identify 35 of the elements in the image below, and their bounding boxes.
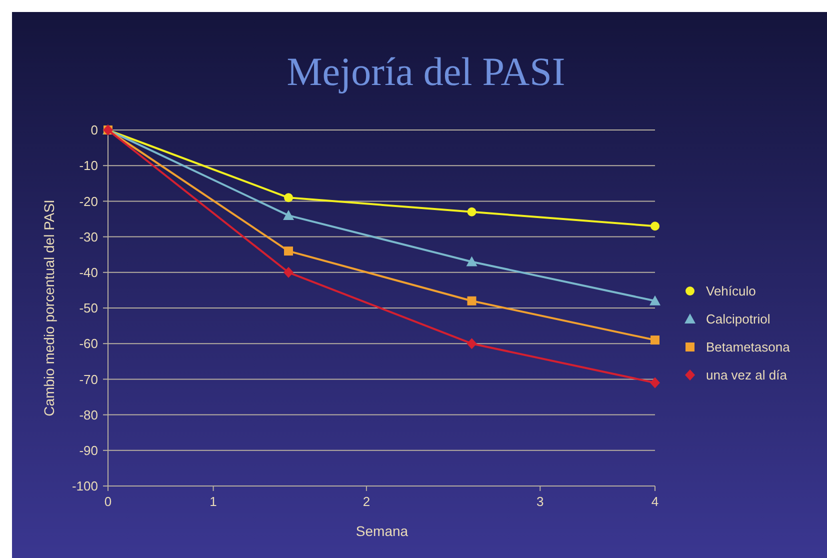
- point: [284, 193, 294, 202]
- point: [467, 296, 476, 306]
- y-axis-title: Cambio medio porcentual del PASI: [41, 200, 57, 416]
- point: [650, 222, 660, 231]
- y-tick-label: -70: [79, 372, 98, 387]
- x-tick-label: 3: [536, 494, 544, 509]
- x-tick-label: 0: [104, 494, 112, 509]
- point: [284, 246, 294, 256]
- y-tick-label: -100: [72, 478, 98, 494]
- y-tick-label: -90: [79, 442, 98, 458]
- y-tick-label: -40: [79, 264, 98, 280]
- y-tick-label: 0: [90, 122, 98, 138]
- x-axis-title: Semana: [356, 523, 408, 539]
- point: [650, 336, 660, 345]
- point: [650, 295, 660, 306]
- chart-title: Mejoría del PASI: [286, 49, 566, 94]
- y-tick-label: -10: [79, 158, 98, 174]
- y-tick-label: -80: [79, 407, 98, 422]
- point: [466, 338, 477, 350]
- y-tick-label: -50: [79, 300, 98, 316]
- legend-label: Calcipotriol: [706, 312, 770, 327]
- y-tick-label: -30: [79, 229, 98, 244]
- point: [466, 256, 478, 266]
- x-tick-label: 2: [362, 494, 370, 509]
- legend-label: Vehículo: [706, 284, 756, 299]
- x-tick-label: 1: [210, 494, 217, 509]
- point: [650, 377, 660, 388]
- legend-label: Betametasona: [706, 340, 791, 355]
- point: [284, 266, 294, 278]
- legend-label: una vez al día: [706, 368, 788, 383]
- point: [283, 210, 294, 220]
- y-tick-label: -20: [79, 194, 98, 209]
- y-tick-label: -60: [79, 336, 98, 352]
- point: [467, 207, 476, 216]
- x-tick-label: 4: [651, 494, 659, 509]
